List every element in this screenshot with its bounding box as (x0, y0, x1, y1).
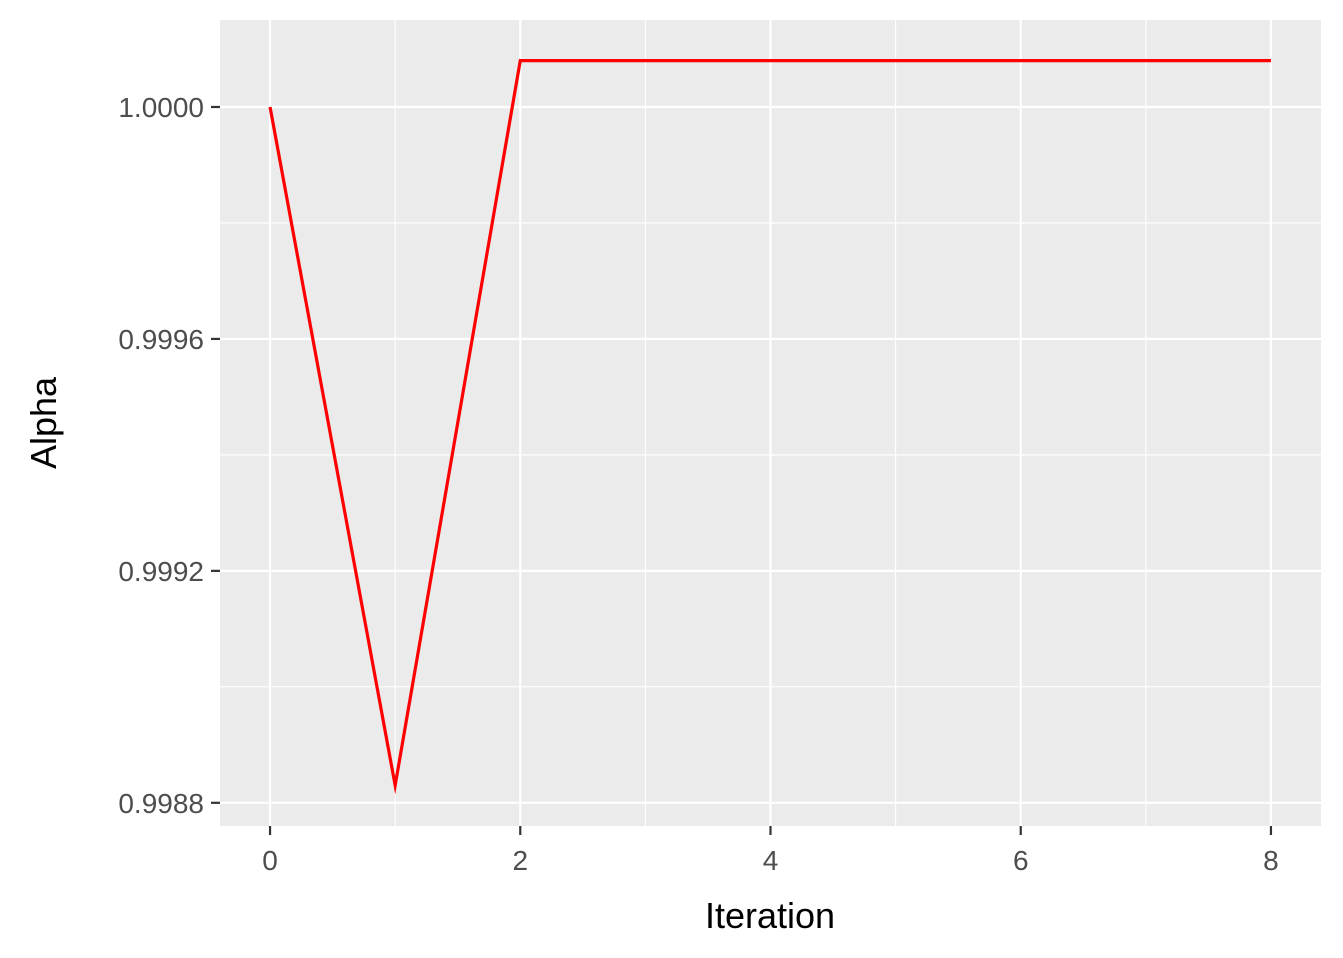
series-layer (268, 58, 1271, 795)
y-tick-label: 0.9992 (118, 556, 204, 587)
series-line-0 (268, 58, 1271, 795)
y-axis-title: Alpha (23, 376, 64, 469)
x-tick-label: 8 (1263, 845, 1279, 876)
y-tick-label: 1.0000 (118, 92, 204, 123)
x-tick-label: 2 (512, 845, 528, 876)
x-tick-label: 6 (1013, 845, 1029, 876)
y-axis: 0.9988 0.9992 0.9996 1.0000 (118, 92, 220, 819)
y-tick-label: 0.9996 (118, 324, 204, 355)
x-tick-label: 4 (763, 845, 779, 876)
x-axis: 0 2 4 6 8 (262, 826, 1279, 876)
x-axis-title: Iteration (705, 895, 835, 936)
x-tick-label: 0 (262, 845, 278, 876)
major-gridlines (220, 20, 1321, 826)
y-tick-label: 0.9988 (118, 788, 204, 819)
